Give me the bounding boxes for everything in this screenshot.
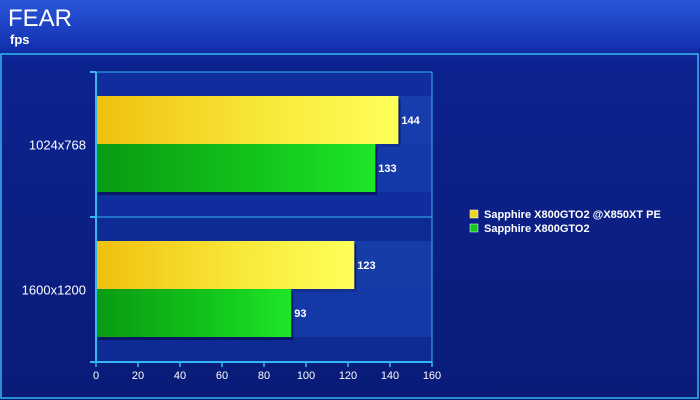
category-label: 1024x768	[29, 138, 86, 153]
chart-title: FEAR	[8, 5, 72, 32]
bars-group	[96, 96, 432, 340]
legend-label: Sapphire X800GTO2 @X850XT PE	[484, 209, 661, 221]
chart-area-border	[0, 53, 699, 399]
data-label: 133	[378, 163, 396, 175]
x-tick-label: 40	[174, 370, 186, 382]
legend-swatch	[469, 223, 479, 233]
legend-swatch	[469, 209, 479, 219]
data-label: 123	[357, 260, 375, 272]
bar-series-1-1600x1200	[96, 241, 355, 289]
legend-label: Sapphire X800GTO2	[484, 223, 590, 235]
x-tick-label: 140	[381, 370, 399, 382]
x-tick-label: 0	[93, 370, 99, 382]
bar-series-2-1600x1200	[96, 289, 292, 337]
category-label: 1600x1200	[22, 283, 86, 298]
x-tick-label: 100	[297, 370, 315, 382]
labels-group: 144 133 1024x768 123 93 1600x1200 0 20 40 60 80 100…	[22, 115, 442, 382]
legend: Sapphire X800GTO2 @X850XT PE Sapphire X80…	[469, 209, 661, 235]
data-label: 144	[401, 115, 420, 127]
x-tick-label: 120	[339, 370, 357, 382]
x-tick-label: 20	[132, 370, 144, 382]
x-tick-label: 60	[216, 370, 228, 382]
axes-group	[90, 71, 433, 367]
x-tick-label: 80	[258, 370, 270, 382]
x-tick-label: 160	[423, 370, 441, 382]
data-label: 93	[294, 308, 306, 320]
bar-series-2-1024x768	[96, 144, 376, 192]
bar-series-1-1024x768	[96, 96, 399, 144]
chart-subtitle: fps	[10, 32, 30, 47]
